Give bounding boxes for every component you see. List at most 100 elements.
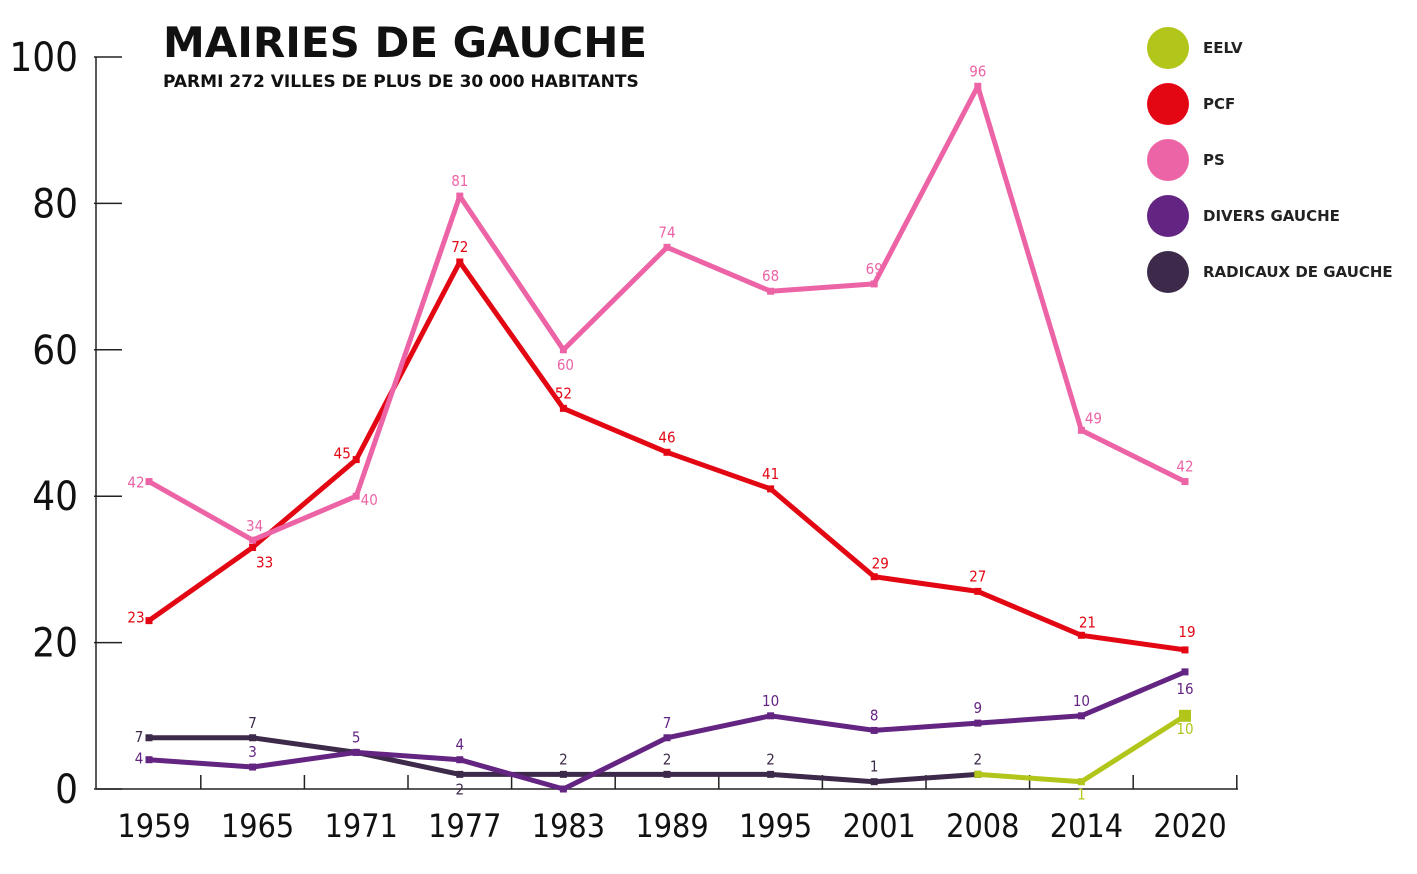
data-point-pcf (559, 404, 567, 412)
series-line-eelv (977, 713, 1187, 785)
legend-label-radicaux-de-gauche: RADICAUX DE GAUCHE (1203, 263, 1393, 281)
data-label-pcf: 45 (334, 445, 351, 463)
legend-swatch-pcf (1147, 83, 1189, 125)
data-label-divers-gauche: 3 (248, 743, 257, 761)
data-point-pcf (145, 617, 153, 625)
data-point-pcf (974, 587, 982, 595)
data-point-divers-gauche (974, 719, 982, 727)
data-point-divers-gauche (352, 748, 360, 756)
data-point-eelv (974, 770, 982, 778)
y-tick-label: 0 (55, 767, 78, 813)
data-label-pcf: 72 (451, 238, 468, 256)
data-point-divers-gauche (559, 785, 567, 793)
data-label-ps: 68 (762, 267, 779, 285)
x-tick-label: 1983 (532, 807, 605, 845)
y-tick-label: 100 (9, 35, 78, 81)
y-tick-label: 20 (32, 621, 78, 667)
data-label-ps: 42 (127, 474, 144, 492)
y-tick-label: 60 (32, 328, 78, 374)
data-label-ps: 40 (361, 491, 378, 509)
data-label-ps: 49 (1085, 409, 1102, 427)
data-point-divers-gauche (456, 756, 464, 764)
data-point-divers-gauche (145, 756, 153, 764)
data-point-divers-gauche (249, 763, 257, 771)
x-tick-label: 1977 (428, 807, 501, 845)
data-label-ps: 60 (557, 356, 574, 374)
data-label-ps: 96 (969, 62, 986, 80)
data-label-pcf: 21 (1079, 613, 1096, 631)
data-label-ps: 74 (658, 223, 675, 241)
data-point-ps (767, 287, 775, 295)
legend-label-divers-gauche: DIVERS GAUCHE (1203, 207, 1340, 225)
data-point-pcf (663, 448, 671, 456)
data-label-radicaux-de-gauche: 2 (559, 750, 568, 768)
data-point-radicaux-de-gauche (663, 770, 671, 778)
data-point-divers-gauche (1077, 712, 1085, 720)
data-point-pcf (870, 573, 878, 581)
data-point-ps (870, 280, 878, 288)
data-label-pcf: 27 (969, 567, 986, 585)
data-point-divers-gauche (870, 726, 878, 734)
x-tick-label: 2014 (1050, 807, 1123, 845)
data-label-radicaux-de-gauche: 7 (248, 714, 257, 732)
legend-swatch-eelv (1147, 27, 1189, 69)
data-point-eelv (1179, 709, 1191, 722)
data-label-ps: 69 (866, 260, 883, 278)
data-point-radicaux-de-gauche (145, 734, 153, 742)
data-point-ps (1077, 426, 1085, 434)
data-label-radicaux-de-gauche: 2 (766, 750, 775, 768)
data-point-divers-gauche (1181, 668, 1189, 676)
data-label-divers-gauche: 4 (456, 736, 465, 754)
y-tick-label: 80 (32, 181, 78, 227)
legend-swatch-radicaux-de-gauche (1147, 251, 1189, 293)
series-line-pcf (147, 259, 1186, 653)
data-point-radicaux-de-gauche (767, 770, 775, 778)
data-label-divers-gauche: 8 (870, 706, 879, 724)
x-tick-label: 2001 (843, 807, 916, 845)
data-point-divers-gauche (767, 712, 775, 720)
x-tick-label: 1965 (221, 807, 294, 845)
x-tick-label: 1989 (635, 807, 708, 845)
data-point-divers-gauche (663, 734, 671, 742)
x-tick-label: 1995 (739, 807, 812, 845)
data-label-radicaux-de-gauche: 2 (663, 750, 672, 768)
data-label-divers-gauche: 10 (762, 692, 779, 710)
data-label-radicaux-de-gauche: 7 (135, 728, 144, 746)
y-tick-label: 40 (32, 474, 78, 520)
legend-swatch-divers-gauche (1147, 195, 1189, 237)
x-tick-label: 2020 (1153, 807, 1226, 845)
x-tick-label: 1959 (117, 807, 190, 845)
data-label-divers-gauche: 7 (663, 714, 672, 732)
data-point-eelv (1077, 778, 1085, 786)
data-point-radicaux-de-gauche (249, 734, 257, 742)
data-point-radicaux-de-gauche (456, 770, 464, 778)
data-point-pcf (249, 543, 257, 551)
data-label-pcf: 46 (658, 428, 675, 446)
data-label-pcf: 29 (872, 555, 889, 573)
chart-title: MAIRIES DE GAUCHE (163, 18, 648, 67)
data-label-ps: 81 (451, 172, 468, 190)
data-label-divers-gauche: 9 (974, 699, 983, 717)
legend-label-pcf: PCF (1203, 95, 1235, 113)
data-point-radicaux-de-gauche (559, 770, 567, 778)
data-point-pcf (352, 456, 360, 464)
legend-label-eelv: EELV (1203, 39, 1243, 57)
data-label-pcf: 19 (1178, 623, 1195, 641)
data-point-ps (1181, 478, 1189, 486)
data-label-radicaux-de-gauche: 2 (456, 780, 465, 798)
data-label-ps: 34 (246, 517, 263, 535)
data-label-divers-gauche: 4 (135, 750, 144, 768)
data-point-pcf (1077, 631, 1085, 639)
series-line-ps (147, 83, 1187, 543)
data-label-pcf: 52 (555, 384, 572, 402)
data-point-radicaux-de-gauche (870, 778, 878, 786)
x-tick-label: 1971 (325, 807, 398, 845)
data-label-divers-gauche: 5 (352, 728, 361, 746)
data-point-ps (145, 478, 153, 486)
data-label-eelv: 1 (1077, 786, 1086, 804)
data-label-radicaux-de-gauche: 2 (974, 750, 983, 768)
data-label-ps: 42 (1176, 458, 1193, 476)
data-label-eelv: 10 (1176, 720, 1193, 738)
